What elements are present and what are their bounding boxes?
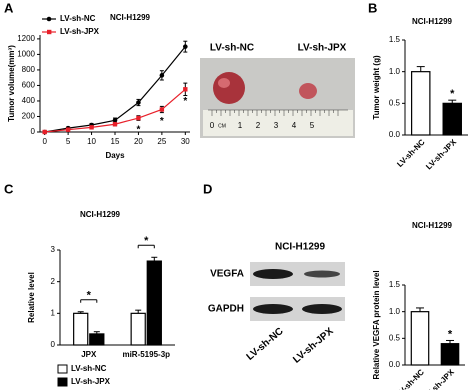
legend-marker (47, 29, 52, 35)
point (89, 125, 94, 130)
y-tick-label: 1.0 (389, 67, 401, 76)
blot-title: NCI-H1299 (275, 242, 325, 253)
legend-label: LV-sh-NC (60, 14, 96, 23)
y-tick-label: 1.5 (389, 35, 401, 44)
chart-title: NCI-H1299 (80, 210, 121, 219)
y-tick-label: 0.0 (389, 360, 401, 369)
x-tick-label: 30 (181, 137, 190, 146)
chart-title: NCI-H1299 (412, 221, 453, 230)
x-tick-label: 25 (157, 137, 166, 146)
x-tick-label: 0 (42, 137, 47, 146)
point (112, 122, 118, 127)
point (159, 107, 165, 112)
x-tick-label: 15 (111, 137, 120, 146)
blot-image (250, 262, 345, 321)
bar (410, 311, 430, 366)
y-tick-label: 600 (22, 81, 36, 90)
photo-label: LV-sh-JPX (298, 43, 347, 54)
point (136, 115, 141, 121)
panel-letter: D (203, 181, 212, 196)
x-tick-label: 20 (134, 137, 143, 146)
blot-row-label: GAPDH (208, 304, 244, 315)
x-tick-label: LV-sh-JPX (422, 367, 456, 390)
legend-swatch (57, 377, 68, 387)
significance-mark: * (144, 235, 149, 247)
point (42, 129, 47, 135)
panel-letter: B (368, 0, 377, 15)
bar (440, 343, 460, 366)
bar (442, 102, 462, 136)
ruler-label: CM (218, 123, 226, 129)
ruler-label: 1 (238, 121, 243, 130)
ruler-label: 4 (292, 121, 297, 130)
y-axis-label: Tumor weight (g) (372, 55, 381, 120)
x-tick-label: 5 (66, 137, 71, 146)
panel-letter: C (4, 181, 14, 196)
point (112, 118, 118, 123)
ruler-label: 2 (256, 121, 261, 130)
y-tick-label: 0.5 (389, 98, 401, 107)
y-tick-label: 0.5 (389, 333, 401, 342)
chart-title: NCI-H1299 (110, 13, 151, 22)
legend-label: LV-sh-NC (71, 364, 107, 373)
significance-mark: * (450, 88, 455, 100)
point (159, 73, 165, 78)
significance-mark: * (448, 328, 453, 340)
bar (130, 312, 146, 346)
y-tick-label: 200 (22, 112, 36, 121)
legend-label: LV-sh-JPX (71, 377, 111, 386)
legend-swatch (57, 364, 68, 374)
ruler-label: 0 (210, 121, 215, 130)
y-tick-label: 400 (22, 96, 36, 105)
x-tick-label: LV-sh-NC (395, 367, 427, 390)
y-tick-label: 3 (51, 245, 56, 254)
x-tick-label: LV-sh-JPX (424, 137, 458, 171)
bar (73, 312, 89, 346)
bar (89, 333, 105, 346)
blot-lane-label: LV-sh-NC (245, 326, 286, 363)
ruler-label: 5 (310, 121, 315, 130)
y-tick-label: 0 (31, 127, 36, 136)
significance-mark: * (183, 96, 187, 107)
y-tick-label: 800 (22, 65, 36, 74)
bar (146, 260, 162, 346)
blot-lane-label: LV-sh-JPX (291, 326, 336, 366)
legend-label: LV-sh-JPX (60, 27, 100, 36)
blot-row-label: VEGFA (210, 269, 244, 280)
y-axis-label: Tumor volume(mm³) (7, 45, 16, 122)
point (136, 100, 141, 105)
x-tick-label: 10 (87, 137, 96, 146)
chart-title: NCI-H1299 (412, 17, 453, 26)
y-tick-label: 1.0 (389, 307, 401, 316)
y-tick-label: 1000 (17, 50, 35, 59)
y-axis-label: Relative level (27, 272, 36, 323)
y-axis-label: Relative VEGFA protein level (372, 270, 381, 379)
point (183, 87, 188, 92)
bar (411, 71, 431, 136)
y-tick-label: 0 (51, 340, 56, 349)
y-tick-label: 1.5 (389, 280, 401, 289)
tumor-photo (200, 58, 355, 138)
significance-mark: * (87, 290, 92, 302)
panel-letter: A (4, 0, 14, 15)
x-tick-label: LV-sh-NC (395, 137, 427, 169)
y-tick-label: 1 (51, 308, 56, 317)
point (183, 44, 188, 49)
significance-mark: * (160, 116, 164, 127)
y-tick-label: 1200 (17, 34, 35, 43)
point (65, 127, 71, 132)
legend-marker (46, 16, 52, 22)
y-tick-label: 0.0 (389, 130, 401, 139)
y-tick-label: 2 (51, 277, 56, 286)
ruler-label: 3 (274, 121, 279, 130)
photo-label: LV-sh-NC (210, 43, 254, 54)
significance-mark: * (136, 125, 140, 136)
x-tick-label: JPX (81, 350, 97, 359)
x-axis-label: Days (105, 151, 125, 160)
x-tick-label: miR-5195-3p (122, 350, 170, 359)
